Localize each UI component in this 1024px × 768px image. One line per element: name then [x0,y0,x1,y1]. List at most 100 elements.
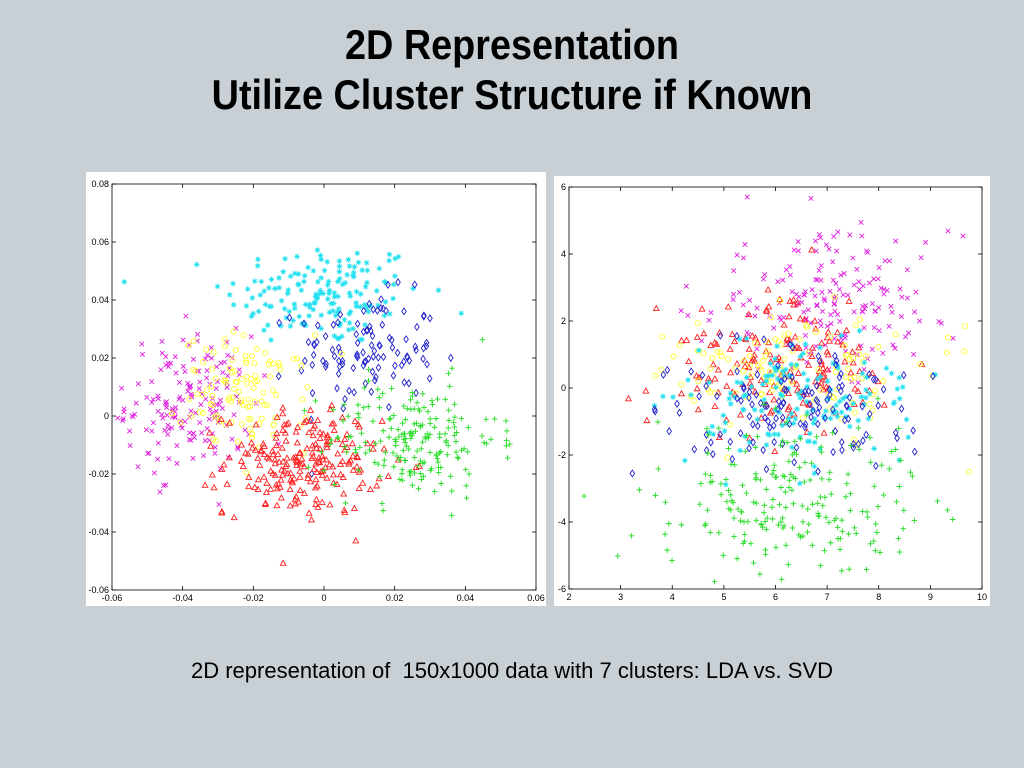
data-point-star [811,463,818,470]
data-point-x [196,385,202,392]
data-point-plus [872,521,879,527]
data-point-diamond [368,341,375,350]
data-point-plus [436,434,443,441]
data-point-star [858,394,865,400]
data-point-circle [943,349,950,356]
data-point-plus [341,401,347,408]
data-point-diamond [361,357,368,367]
data-point-plus [809,542,816,549]
data-point-plus [802,459,808,466]
data-point-star [688,392,694,398]
data-point-x [206,416,212,422]
data-point-triangle [823,333,831,341]
data-point-circle [858,375,865,382]
data-point-triangle [833,328,842,336]
data-point-diamond [309,388,316,398]
data-point-circle [213,412,220,419]
data-point-circle [222,421,229,428]
data-point-plus [738,509,745,515]
data-point-x [225,373,231,379]
data-point-triangle [218,509,226,516]
data-point-triangle [825,337,834,344]
data-point-triangle [692,372,701,379]
data-point-diamond [314,337,320,347]
data-point-star [727,401,734,407]
data-point-star [346,311,352,317]
data-point-star [732,394,738,400]
data-point-x [869,346,875,352]
data-point-star [775,431,781,438]
data-point-x [201,453,207,459]
data-point-x [139,351,146,357]
data-point-x [863,302,869,309]
data-point-x [204,425,210,432]
data-point-diamond [308,469,315,478]
data-point-star [771,431,778,437]
data-point-x [730,291,736,297]
data-point-diamond [833,356,840,365]
data-point-star [324,259,331,265]
data-point-circle [725,356,732,363]
data-point-plus [817,562,824,569]
data-point-plus [453,438,459,445]
data-point-triangle [345,458,353,465]
data-point-x [172,409,178,415]
data-point-triangle [293,438,301,446]
data-point-plus [827,539,834,546]
data-point-triangle [208,471,216,478]
data-point-plus [382,449,389,456]
data-point-star [786,415,792,422]
data-point-triangle [340,506,348,513]
data-point-x [161,482,167,489]
data-point-x [155,440,161,446]
data-point-circle [756,364,763,371]
data-point-star [834,413,841,420]
data-point-x [119,385,125,391]
data-point-x [188,408,194,414]
data-point-diamond [836,383,842,392]
data-point-diamond [846,393,853,402]
data-point-triangle [267,485,275,492]
data-point-plus [804,412,810,418]
data-point-star [866,390,873,397]
data-point-star [846,406,853,412]
data-point-diamond [378,295,384,304]
data-point-star [740,406,746,413]
data-point-x [180,363,186,369]
data-point-plus [880,492,887,498]
data-point-diamond [664,365,671,375]
data-point-star [751,406,758,413]
data-point-plus [839,568,845,574]
data-point-diamond [389,343,396,352]
data-point-x [197,379,203,385]
data-point-x [817,318,823,324]
data-point-star [772,355,778,362]
data-point-star [863,374,870,381]
data-point-x [861,325,867,331]
data-point-plus [507,441,513,447]
data-point-x [217,397,224,403]
data-point-triangle [799,399,807,406]
data-point-x [115,415,121,421]
data-point-diamond [629,469,636,478]
data-point-plus [784,419,790,425]
data-point-plus [863,566,870,573]
data-point-diamond [365,354,372,363]
data-point-plus [761,401,767,408]
data-point-diamond [859,402,866,411]
data-point-triangle [237,441,246,448]
data-point-circle [779,387,786,393]
data-point-plus [788,471,794,478]
data-point-x [172,354,178,360]
data-point-circle [247,425,254,432]
data-point-x [186,384,192,391]
data-point-circle [862,353,869,360]
data-point-plus [707,529,714,536]
data-point-diamond [354,350,360,359]
data-point-triangle [714,366,722,373]
data-point-triangle [210,483,218,491]
data-point-star [268,337,274,343]
data-point-diamond [738,396,744,405]
data-point-star [805,438,811,445]
data-point-circle [917,361,924,368]
